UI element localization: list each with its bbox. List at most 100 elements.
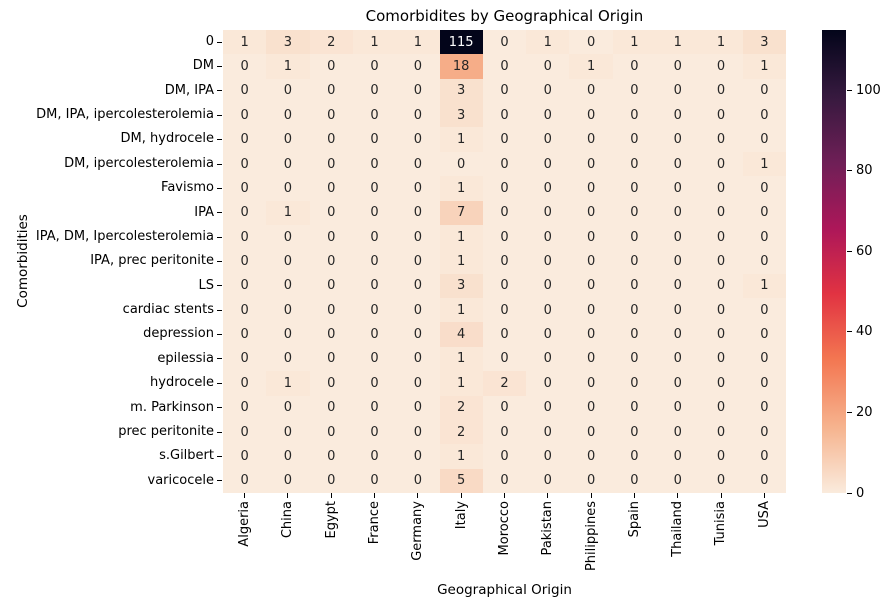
heatmap-cell: 0: [569, 151, 613, 177]
heatmap-cell: 0: [612, 78, 657, 104]
heatmap-grid: 1 3 2 1 1 115 0 1 0 1 1 1 3 0 1 0 0 0 18 0 0 1 0 0 0 1 0 0 0 0 0 3 0 0 0 0 0…: [223, 30, 786, 493]
x-tick-label: Germany: [410, 501, 426, 561]
heatmap-cell: 0: [656, 298, 700, 323]
heatmap-cell: 0: [742, 78, 786, 104]
heatmap-cell: 0: [526, 78, 570, 104]
heatmap-cell: 1: [656, 30, 700, 55]
heatmap-cell: 0: [569, 395, 613, 420]
heatmap-cell: 0: [569, 371, 613, 396]
x-tick-mark: [677, 493, 679, 498]
heatmap-cell: 0: [699, 273, 743, 299]
x-tick-label: Pakistan: [540, 501, 556, 556]
colorbar-tick-label: 60: [856, 243, 873, 259]
x-tick-mark: [417, 493, 419, 498]
heatmap-cell: 1: [266, 371, 310, 396]
heatmap-cell: 1: [699, 30, 743, 55]
x-tick-mark: [763, 493, 765, 498]
heatmap-cell: 5: [439, 468, 483, 493]
heatmap-cell: 0: [309, 468, 353, 493]
heatmap-cell: 0: [352, 103, 397, 128]
heatmap-cell: 0: [223, 103, 267, 128]
colorbar-tick-mark: [847, 89, 852, 91]
y-tick-mark: [217, 90, 222, 92]
heatmap-cell: 0: [266, 151, 310, 177]
x-tick-label: Italy: [453, 501, 469, 530]
colorbar-tick-mark: [847, 331, 852, 333]
y-tick-mark: [217, 236, 222, 238]
heatmap-cell: 0: [656, 419, 700, 445]
heatmap-cell: 0: [223, 322, 267, 347]
heatmap-cell: 0: [482, 103, 527, 128]
heatmap-cell: 0: [396, 103, 440, 128]
heatmap-cell: 0: [569, 200, 613, 225]
y-tick-label: DM, ipercolesterolemia: [64, 155, 214, 171]
y-tick-mark: [217, 480, 222, 482]
heatmap-cell: 0: [526, 200, 570, 225]
heatmap-cell: 0: [526, 346, 570, 372]
x-tick-label-cell: Thailand: [656, 501, 699, 591]
heatmap-cell: 0: [482, 273, 527, 299]
heatmap-cell: 0: [223, 371, 267, 396]
heatmap-cell: 0: [569, 103, 613, 128]
heatmap-cell: 0: [266, 298, 310, 323]
y-tick-label: 0: [205, 34, 214, 49]
heatmap-cell: 0: [612, 224, 657, 250]
heatmap-cell: 0: [482, 298, 527, 323]
heatmap-cell: 0: [223, 273, 267, 299]
heatmap-cell: 1: [742, 273, 786, 299]
heatmap-cell: 0: [742, 346, 786, 372]
heatmap-cell: 0: [266, 395, 310, 420]
y-tick-mark: [217, 163, 222, 165]
colorbar-tick-label: 80: [856, 163, 873, 179]
heatmap-cell: 0: [526, 371, 570, 396]
heatmap-cell: 0: [482, 78, 527, 104]
heatmap-cell: 1: [612, 30, 657, 55]
heatmap-cell: 0: [396, 468, 440, 493]
x-tick-mark: [547, 493, 549, 498]
heatmap-cell: 0: [656, 176, 700, 201]
heatmap-cell: 0: [223, 395, 267, 420]
heatmap-cell: 0: [309, 298, 353, 323]
heatmap-cell: 1: [569, 54, 613, 79]
heatmap-cell: 0: [482, 224, 527, 250]
heatmap-cell: 0: [569, 176, 613, 201]
heatmap-cell: 0: [656, 395, 700, 420]
colorbar-tick-label: 100: [856, 82, 881, 98]
heatmap-cell: 0: [569, 346, 613, 372]
heatmap-cell: 1: [439, 127, 483, 152]
heatmap-cell: 0: [352, 249, 397, 274]
heatmap-cell: 0: [396, 249, 440, 274]
heatmap-cell: 0: [569, 419, 613, 445]
heatmap-cell: 2: [482, 371, 527, 396]
colorbar-tick-label: 20: [856, 404, 873, 420]
y-tick-mark: [217, 407, 222, 409]
heatmap-cell: 0: [482, 200, 527, 225]
heatmap-cell: 0: [309, 346, 353, 372]
x-tick-label: Algeria: [237, 501, 253, 547]
heatmap-cell: 0: [309, 371, 353, 396]
x-tick-label: France: [367, 501, 383, 545]
heatmap-cell: 0: [699, 419, 743, 445]
heatmap-cell: 0: [612, 200, 657, 225]
heatmap-cell: 0: [266, 78, 310, 104]
heatmap-cell: 1: [439, 176, 483, 201]
y-tick-label: hydrocele: [150, 375, 214, 391]
y-tick-mark: [217, 261, 222, 262]
heatmap-cell: 0: [742, 419, 786, 445]
x-tick-label-cell: Morocco: [483, 501, 526, 591]
heatmap-cell: 0: [482, 249, 527, 274]
heatmap-cell: 0: [526, 54, 570, 79]
y-tick-label: IPA: [194, 204, 214, 220]
y-tick-label: Favismo: [161, 180, 214, 196]
heatmap-cell: 0: [352, 200, 397, 225]
heatmap-cell: 0: [352, 444, 397, 469]
heatmap-cell: 1: [439, 346, 483, 372]
y-tick-label: m. Parkinson: [130, 399, 214, 415]
x-tick-mark: [374, 493, 376, 498]
heatmap-cell: 0: [396, 395, 440, 420]
heatmap-cell: 0: [742, 371, 786, 396]
heatmap-cell: 0: [396, 371, 440, 396]
y-tick-mark: [217, 139, 222, 141]
y-tick-label: DM, IPA, ipercolesterolemia: [36, 107, 214, 123]
heatmap-cell: 0: [656, 151, 700, 177]
